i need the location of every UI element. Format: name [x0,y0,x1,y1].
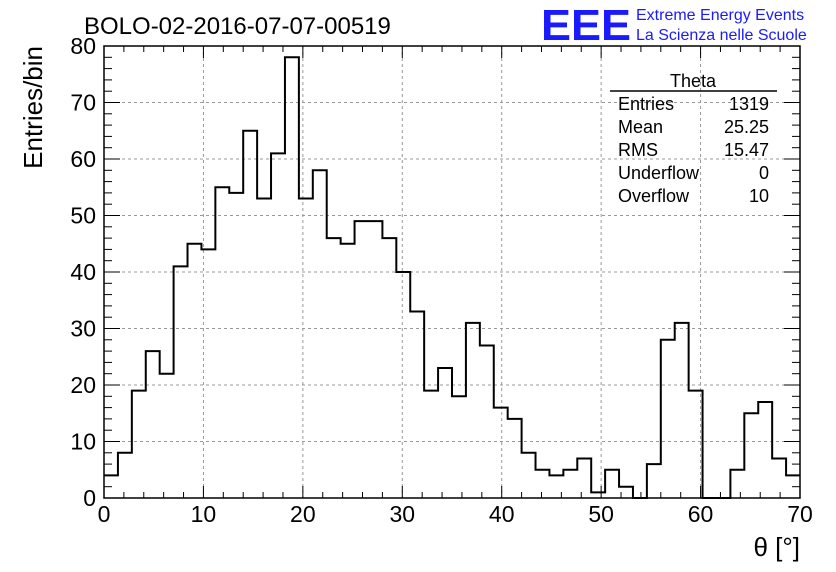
y-tick-label: 10 [70,429,96,455]
stats-value: 15.47 [724,140,769,160]
run-title: BOLO-02-2016-07-07-00519 [84,13,391,40]
y-tick-label: 80 [70,33,96,59]
y-tick-label: 20 [70,372,96,398]
y-tick-label: 0 [83,485,96,511]
stats-value: 25.25 [724,117,769,137]
eee-logo: EEE [541,1,631,50]
grid-lines [104,46,800,498]
org-name: Extreme Energy Events [636,7,804,24]
x-tick-label: 30 [389,501,415,527]
histogram-line [104,56,800,499]
x-tick-label: 50 [588,501,614,527]
y-tick-labels: 0 10 20 30 40 50 60 70 80 [70,33,96,511]
stats-label: Underflow [618,163,700,183]
x-tick-label: 70 [787,501,813,527]
y-tick-label: 30 [70,316,96,342]
x-tick-label: 60 [688,501,714,527]
stats-label: Entries [618,94,674,114]
stats-value: 0 [759,163,769,183]
org-subtitle: La Scienza nelle Scuole [636,27,807,44]
x-tick-label: 20 [290,501,316,527]
stats-rows: Entries 1319 Mean 25.25 RMS 15.47 Underflow 0 Ov… [618,94,769,206]
stats-label: Overflow [618,186,690,206]
y-tick-label: 70 [70,90,96,116]
y-tick-label: 60 [70,146,96,172]
stats-value: 10 [749,186,769,206]
x-tick-label: 40 [489,501,515,527]
x-axis-label: θ [°] [753,532,800,562]
stats-title: Theta [670,71,717,91]
stats-value: 1319 [729,94,769,114]
x-tick-label: 0 [98,501,111,527]
y-axis-label: Entries/bin [18,46,48,169]
stats-label: Mean [618,117,663,137]
x-tick-labels: 0 10 20 30 40 50 60 70 [98,501,813,527]
y-tick-label: 40 [70,259,96,285]
axis-ticks [103,45,801,499]
stats-box: Theta Entries 1319 Mean 25.25 RMS 15.47 Underf… [610,71,777,206]
y-tick-label: 50 [70,203,96,229]
x-tick-label: 10 [191,501,217,527]
stats-label: RMS [618,140,658,160]
